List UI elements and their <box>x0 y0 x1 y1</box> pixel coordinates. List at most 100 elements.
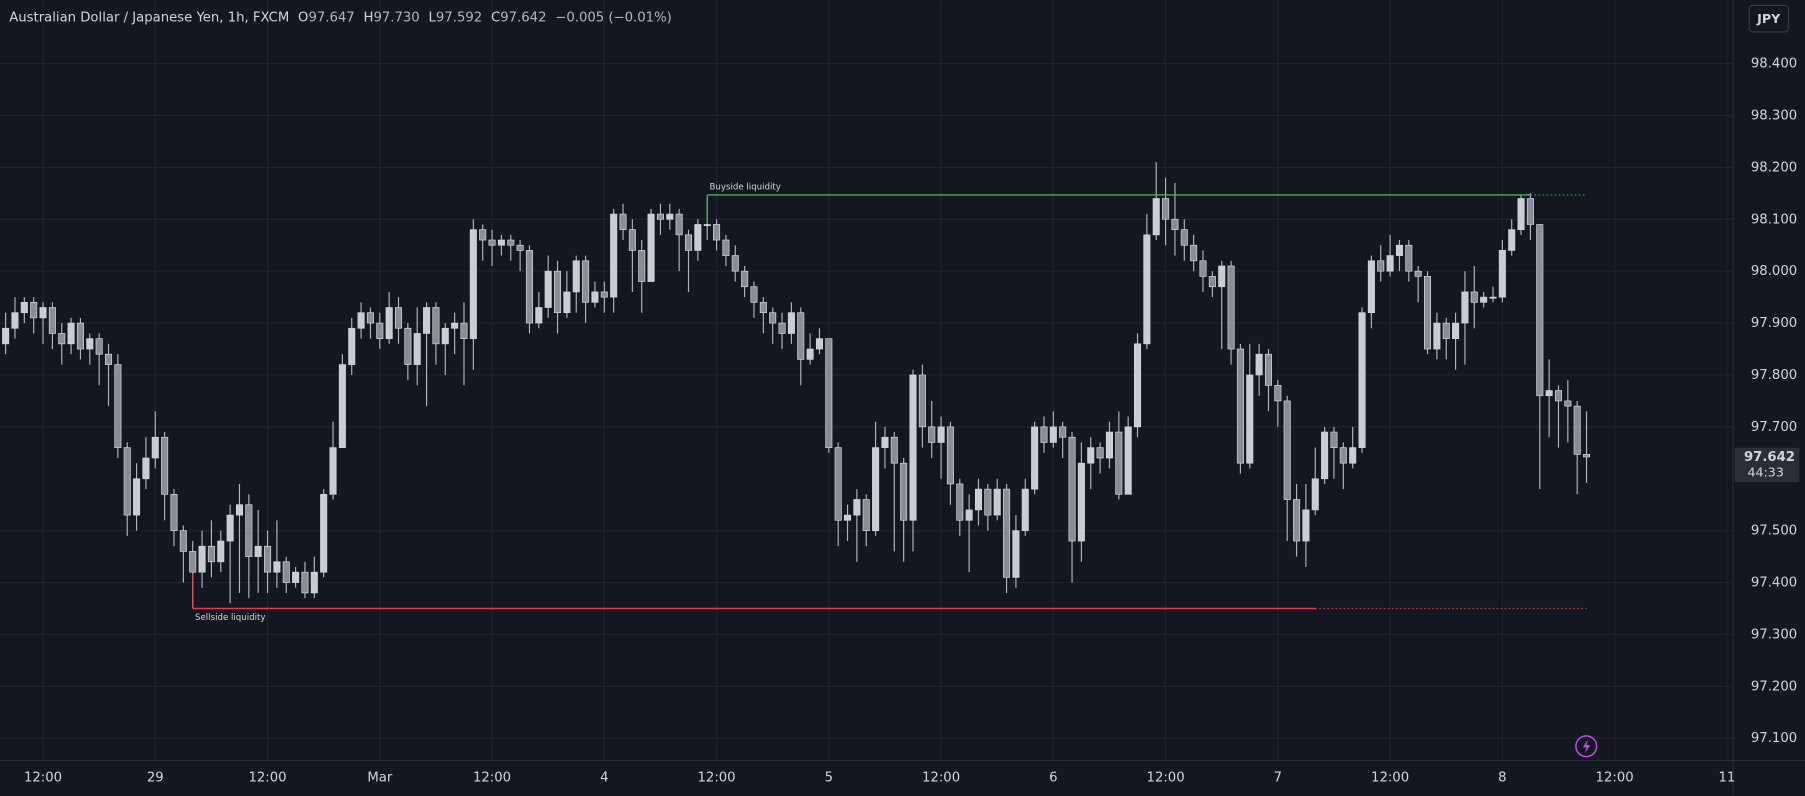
candle-body <box>301 571 309 594</box>
candle-body <box>1489 296 1497 299</box>
candle-body <box>2 327 10 345</box>
candle-body <box>797 312 805 360</box>
candle-body <box>1517 198 1525 231</box>
candle-body <box>1498 250 1506 298</box>
candle-body <box>815 338 823 350</box>
candle-body <box>1227 265 1235 350</box>
candle-body <box>441 327 449 345</box>
candle-body <box>1190 244 1198 262</box>
x-tick-label: 12:00 <box>1596 770 1634 785</box>
candle-body <box>1031 426 1039 490</box>
candle-body <box>497 239 505 246</box>
candle-body <box>890 436 898 464</box>
change: −0.005 (−0.01%) <box>555 11 672 26</box>
liquidity-label: Sellside liquidity <box>195 613 265 623</box>
candle-body <box>1339 447 1347 464</box>
candle-body <box>1405 244 1413 272</box>
candle-body <box>1171 218 1179 231</box>
alert-icon-bolt[interactable] <box>1582 739 1591 754</box>
candle-body <box>909 374 917 521</box>
candle-body <box>582 260 590 303</box>
candle-body <box>1386 255 1394 272</box>
candle-body <box>984 488 992 516</box>
x-tick-label: 11 <box>1718 770 1735 785</box>
ohlc-value: 97.642 <box>500 11 546 26</box>
candle-body <box>432 307 440 345</box>
candle-body <box>1124 426 1132 495</box>
candle-body <box>1133 343 1142 428</box>
candle-body <box>133 478 141 516</box>
candle-body <box>1049 426 1057 443</box>
candle-body <box>245 504 253 557</box>
y-tick-label: 98.100 <box>1751 212 1797 227</box>
candle-body <box>1264 353 1273 386</box>
ohlc-label: C <box>491 11 500 26</box>
candle-body <box>1115 431 1123 495</box>
candle-body <box>320 493 328 573</box>
candle-body <box>1564 400 1572 407</box>
y-tick-label: 97.300 <box>1751 627 1797 642</box>
candle-body <box>1068 436 1076 542</box>
candle-body <box>142 457 150 480</box>
candle-body <box>965 509 973 521</box>
candle-body <box>666 213 674 220</box>
candle-body <box>1236 348 1244 464</box>
candle-body <box>844 514 852 521</box>
candle-body <box>282 561 290 583</box>
candle-body <box>563 291 571 314</box>
candle-body <box>385 307 393 339</box>
candle-body <box>423 307 431 334</box>
candle-body <box>1526 198 1534 225</box>
ohlc-label: L <box>429 11 437 26</box>
candle-body <box>638 250 646 282</box>
candle-body <box>591 291 599 303</box>
candle-body <box>1311 478 1319 511</box>
candle-body <box>1162 198 1170 220</box>
candle-body <box>151 436 159 459</box>
candles <box>2 162 1591 609</box>
x-tick-label: 5 <box>825 770 833 785</box>
y-tick-label: 98.400 <box>1751 57 1797 72</box>
candle-body <box>600 291 608 298</box>
alert-icon[interactable] <box>1575 735 1598 758</box>
candle-body <box>1330 431 1338 448</box>
candle-body <box>928 426 936 443</box>
candle-body <box>778 322 786 334</box>
candle-body <box>731 255 739 272</box>
candle-body <box>1012 530 1020 578</box>
candle-body <box>1583 454 1591 458</box>
alert-icon-ring[interactable] <box>1575 735 1598 758</box>
candle-body <box>254 545 262 557</box>
x-tick-label: 8 <box>1498 770 1506 785</box>
candle-body <box>535 307 543 324</box>
x-tick-label: 12:00 <box>1147 770 1185 785</box>
candle-body <box>1152 198 1160 236</box>
candle-body <box>198 545 206 573</box>
y-tick-label: 97.200 <box>1751 679 1797 694</box>
x-tick-label: 12:00 <box>248 770 286 785</box>
candle-body <box>862 499 870 532</box>
candle-body <box>1480 296 1488 303</box>
candle-body <box>404 327 412 365</box>
x-tick-label: 4 <box>600 770 608 785</box>
candle-body <box>30 301 38 319</box>
candle-body <box>507 239 515 246</box>
candle-body <box>656 213 664 220</box>
candle-body <box>394 307 403 329</box>
candle-body <box>1003 488 1011 578</box>
candle-body <box>460 322 468 339</box>
candle-body <box>104 353 113 365</box>
candle-body <box>1199 260 1207 277</box>
candle-body <box>993 488 1001 516</box>
currency-label[interactable]: JPY <box>1756 11 1781 26</box>
candle-body <box>1461 291 1469 324</box>
candle-body <box>161 436 169 495</box>
candle-body <box>86 338 94 350</box>
currency-button-frame[interactable] <box>1748 4 1789 33</box>
currency-button[interactable]: JPY <box>1748 4 1789 33</box>
y-tick-label: 98.200 <box>1751 160 1797 175</box>
candle-body <box>179 530 187 552</box>
y-tick-label: 97.400 <box>1751 576 1797 591</box>
candle-body <box>713 224 721 241</box>
x-tick-label: 12:00 <box>1371 770 1409 785</box>
